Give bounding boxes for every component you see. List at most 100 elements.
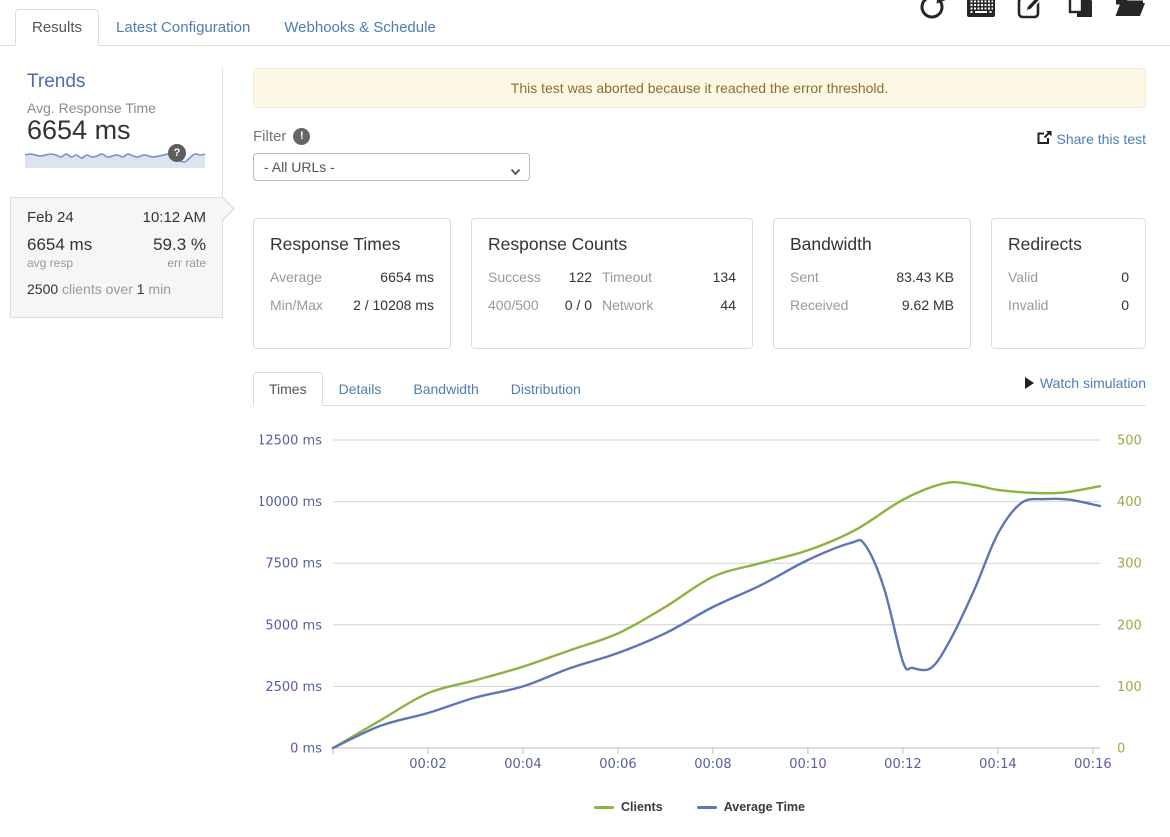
tab-distribution[interactable]: Distribution xyxy=(495,372,597,406)
legend-average-time[interactable]: Average Time xyxy=(697,800,805,814)
stat-value: 83.43 KB xyxy=(896,269,954,285)
legend-label: Clients xyxy=(621,800,663,814)
x-axis-label: 00:04 xyxy=(504,757,541,772)
x-axis-label: 00:02 xyxy=(409,757,446,772)
x-axis-label: 00:08 xyxy=(694,757,731,772)
stat-label: Average xyxy=(270,269,322,285)
stat-value: 9.62 MB xyxy=(902,297,954,313)
stat-value: 0 xyxy=(1121,269,1129,285)
stat-label: 400/500 xyxy=(488,297,539,313)
response-counts-card: Response Counts Success 122 Timeout 134 40… xyxy=(471,218,753,349)
right-axis-label: 400 xyxy=(1117,495,1142,510)
right-axis-label: 300 xyxy=(1117,557,1142,572)
stat-label: Valid xyxy=(1008,269,1038,285)
avg-response-time-label: Avg. Response Time xyxy=(27,100,156,116)
selected-test-notch-fill xyxy=(221,197,233,221)
times-chart-svg: 0 ms 0 2500 ms 100 5000 ms 200 7500 ms 300 10000… xyxy=(260,420,1160,780)
tab-details[interactable]: Details xyxy=(323,372,398,406)
stat-label: Received xyxy=(790,297,848,313)
x-axis-label: 00:06 xyxy=(599,757,636,772)
redirects-card: Redirects Valid 0 Invalid 0 xyxy=(991,218,1146,349)
left-axis-label: 0 ms xyxy=(290,742,322,757)
left-axis-label: 7500 ms xyxy=(265,557,322,572)
stat-value: 122 xyxy=(569,269,592,285)
times-chart: 0 ms 0 2500 ms 100 5000 ms 200 7500 ms 300 10000… xyxy=(260,420,1160,785)
right-axis-label: 500 xyxy=(1117,434,1142,449)
card-title: Response Counts xyxy=(488,234,736,255)
x-axis-label: 00:14 xyxy=(979,757,1016,772)
stat-value: 2 / 10208 ms xyxy=(353,297,434,313)
card-title: Redirects xyxy=(1008,234,1129,255)
test-err-rate-value: 59.3 % xyxy=(153,235,206,255)
stat-label: Network xyxy=(602,297,653,313)
results-page: Results Latest Configuration Webhooks & … xyxy=(0,0,1170,837)
aborted-alert: This test was aborted because it reached… xyxy=(253,68,1146,108)
sidebar-divider xyxy=(222,68,223,197)
share-icon xyxy=(1037,130,1052,148)
left-axis-label: 2500 ms xyxy=(265,680,322,695)
duration-unit: min xyxy=(145,281,171,297)
x-axis-label: 00:16 xyxy=(1074,757,1111,772)
url-filter-select[interactable]: - All URLs - xyxy=(253,153,530,181)
share-label: Share this test xyxy=(1057,131,1147,147)
legend-label: Average Time xyxy=(724,800,805,814)
stat-label: Success xyxy=(488,269,541,285)
series-average-time xyxy=(333,499,1100,748)
watch-simulation-label: Watch simulation xyxy=(1040,375,1146,391)
right-axis-label: 200 xyxy=(1117,618,1142,633)
stat-value: 0 xyxy=(1121,297,1129,313)
tab-times[interactable]: Times xyxy=(253,372,323,406)
main-nav-tabs: Results Latest Configuration Webhooks & … xyxy=(0,8,1170,46)
stat-value: 6654 ms xyxy=(380,269,434,285)
left-axis-label: 12500 ms xyxy=(260,434,322,449)
test-avg-resp-value: 6654 ms xyxy=(27,235,92,255)
stat-label: Timeout xyxy=(602,269,652,285)
legend-clients[interactable]: Clients xyxy=(594,800,663,814)
watch-simulation-link[interactable]: Watch simulation xyxy=(1025,375,1146,391)
tab-bandwidth[interactable]: Bandwidth xyxy=(397,372,494,406)
stat-value: 44 xyxy=(720,297,736,313)
average-time-swatch xyxy=(697,806,717,809)
trends-link[interactable]: Trends xyxy=(27,71,85,93)
test-avg-resp-label: avg resp xyxy=(27,256,73,270)
stat-label: Min/Max xyxy=(270,297,323,313)
filter-info-badge[interactable]: ! xyxy=(293,128,310,145)
url-filter: - All URLs - xyxy=(253,153,530,181)
clients-text: clients over xyxy=(58,281,137,297)
left-axis-label: 10000 ms xyxy=(260,495,322,510)
right-axis-label: 100 xyxy=(1117,680,1142,695)
chart-legend: Clients Average Time xyxy=(253,800,1146,814)
duration-value: 1 xyxy=(137,281,145,297)
bandwidth-card: Bandwidth Sent 83.43 KB Received 9.62 MB xyxy=(773,218,971,349)
test-clients-summary: 2500 clients over 1 min xyxy=(27,281,206,297)
filter-label: Filter xyxy=(253,128,286,145)
stat-value: 0 / 0 xyxy=(565,297,592,313)
right-axis-label: 0 xyxy=(1117,742,1125,757)
test-time: 10:12 AM xyxy=(143,209,206,226)
tab-latest-configuration[interactable]: Latest Configuration xyxy=(99,9,267,46)
card-title: Bandwidth xyxy=(790,234,954,255)
test-date: Feb 24 xyxy=(27,209,74,226)
avg-response-time-value: 6654 ms xyxy=(27,115,131,146)
card-title: Response Times xyxy=(270,234,434,255)
stat-cards: Response Times Average 6654 ms Min/Max 2 /… xyxy=(253,218,1146,349)
x-axis-label: 00:10 xyxy=(789,757,826,772)
tab-results[interactable]: Results xyxy=(15,9,99,46)
selected-test-card[interactable]: Feb 24 10:12 AM 6654 ms 59.3 % avg resp … xyxy=(10,197,223,318)
series-clients xyxy=(333,482,1100,748)
test-err-rate-label: err rate xyxy=(167,256,206,270)
left-axis-label: 5000 ms xyxy=(265,618,322,633)
play-icon xyxy=(1025,377,1034,389)
help-badge[interactable]: ? xyxy=(168,144,186,162)
clients-count: 2500 xyxy=(27,281,58,297)
chart-tabs: Times Details Bandwidth Distribution xyxy=(253,372,1146,406)
filter-row: Filter ! xyxy=(253,128,310,145)
clients-swatch xyxy=(594,806,614,809)
x-axis-label: 00:12 xyxy=(884,757,921,772)
stat-label: Sent xyxy=(790,269,819,285)
share-test-link[interactable]: Share this test xyxy=(1037,130,1147,148)
stat-value: 134 xyxy=(713,269,736,285)
stat-label: Invalid xyxy=(1008,297,1048,313)
response-times-card: Response Times Average 6654 ms Min/Max 2 /… xyxy=(253,218,451,349)
tab-webhooks-schedule[interactable]: Webhooks & Schedule xyxy=(267,9,453,46)
